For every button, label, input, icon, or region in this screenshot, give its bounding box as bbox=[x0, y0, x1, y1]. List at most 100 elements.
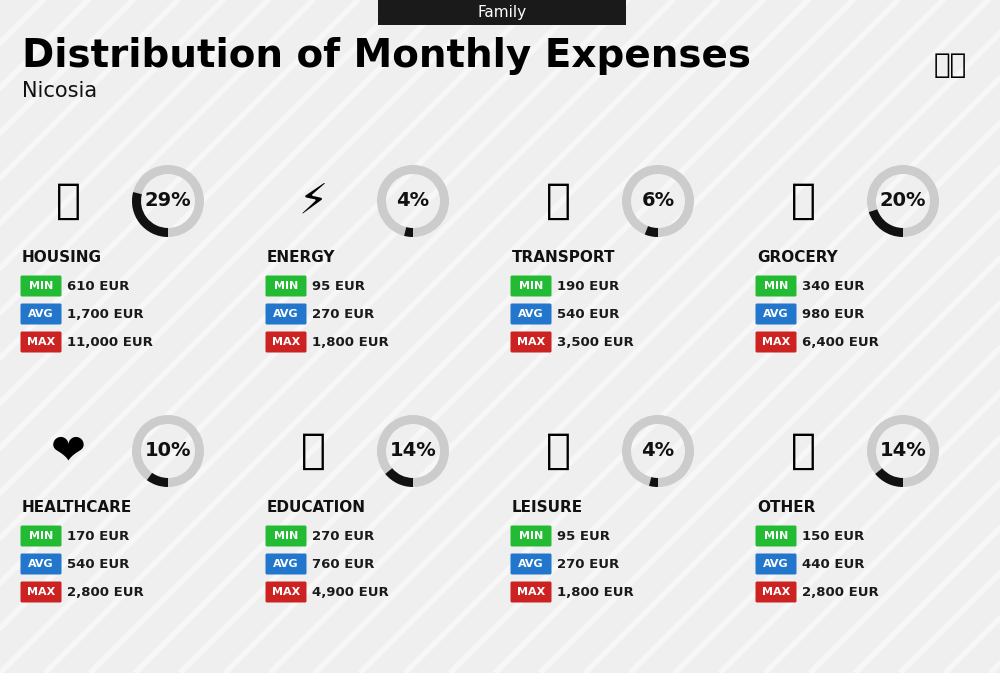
Wedge shape bbox=[377, 415, 449, 487]
Wedge shape bbox=[875, 468, 903, 487]
Text: 540 EUR: 540 EUR bbox=[557, 308, 619, 320]
FancyBboxPatch shape bbox=[756, 526, 796, 546]
Text: 4,900 EUR: 4,900 EUR bbox=[312, 586, 389, 598]
Text: ENERGY: ENERGY bbox=[267, 250, 336, 266]
Text: MIN: MIN bbox=[519, 281, 543, 291]
Text: 3,500 EUR: 3,500 EUR bbox=[557, 336, 634, 349]
FancyBboxPatch shape bbox=[511, 553, 552, 575]
Text: OTHER: OTHER bbox=[757, 501, 815, 516]
Text: MIN: MIN bbox=[274, 531, 298, 541]
Text: TRANSPORT: TRANSPORT bbox=[512, 250, 616, 266]
Text: AVG: AVG bbox=[518, 559, 544, 569]
FancyBboxPatch shape bbox=[266, 332, 306, 353]
FancyBboxPatch shape bbox=[511, 304, 552, 324]
Text: 11,000 EUR: 11,000 EUR bbox=[67, 336, 153, 349]
Text: AVG: AVG bbox=[763, 309, 789, 319]
FancyBboxPatch shape bbox=[756, 581, 796, 602]
FancyBboxPatch shape bbox=[756, 304, 796, 324]
Text: 4%: 4% bbox=[641, 441, 675, 460]
Text: LEISURE: LEISURE bbox=[512, 501, 583, 516]
Text: MAX: MAX bbox=[272, 337, 300, 347]
Wedge shape bbox=[147, 473, 168, 487]
Text: 6%: 6% bbox=[641, 192, 675, 211]
Text: 🛍: 🛍 bbox=[546, 430, 570, 472]
Wedge shape bbox=[132, 415, 204, 487]
Text: MIN: MIN bbox=[764, 281, 788, 291]
Text: 1,800 EUR: 1,800 EUR bbox=[312, 336, 389, 349]
Text: 2,800 EUR: 2,800 EUR bbox=[67, 586, 144, 598]
Text: 340 EUR: 340 EUR bbox=[802, 279, 864, 293]
Wedge shape bbox=[385, 468, 413, 487]
FancyBboxPatch shape bbox=[20, 304, 62, 324]
Text: MAX: MAX bbox=[762, 587, 790, 597]
Text: 980 EUR: 980 EUR bbox=[802, 308, 864, 320]
FancyBboxPatch shape bbox=[511, 332, 552, 353]
Text: MAX: MAX bbox=[517, 337, 545, 347]
Wedge shape bbox=[645, 226, 658, 237]
FancyBboxPatch shape bbox=[20, 275, 62, 297]
FancyBboxPatch shape bbox=[20, 332, 62, 353]
Wedge shape bbox=[622, 165, 694, 237]
FancyBboxPatch shape bbox=[756, 332, 796, 353]
Text: MAX: MAX bbox=[27, 337, 55, 347]
Wedge shape bbox=[869, 209, 903, 237]
Text: MAX: MAX bbox=[517, 587, 545, 597]
FancyBboxPatch shape bbox=[266, 581, 306, 602]
Text: 14%: 14% bbox=[880, 441, 926, 460]
Text: EDUCATION: EDUCATION bbox=[267, 501, 366, 516]
FancyBboxPatch shape bbox=[20, 553, 62, 575]
Text: 2,800 EUR: 2,800 EUR bbox=[802, 586, 879, 598]
Text: Nicosia: Nicosia bbox=[22, 81, 97, 101]
Text: 270 EUR: 270 EUR bbox=[312, 530, 374, 542]
Text: 🚌: 🚌 bbox=[546, 180, 570, 222]
Wedge shape bbox=[377, 165, 449, 237]
FancyBboxPatch shape bbox=[511, 275, 552, 297]
Text: 1,800 EUR: 1,800 EUR bbox=[557, 586, 634, 598]
Text: MAX: MAX bbox=[272, 587, 300, 597]
Text: 🎓: 🎓 bbox=[300, 430, 326, 472]
FancyBboxPatch shape bbox=[756, 553, 796, 575]
Text: 14%: 14% bbox=[390, 441, 436, 460]
Text: ❤: ❤ bbox=[51, 430, 85, 472]
Text: 4%: 4% bbox=[396, 192, 430, 211]
Text: 10%: 10% bbox=[145, 441, 191, 460]
Wedge shape bbox=[132, 192, 168, 237]
Text: AVG: AVG bbox=[28, 559, 54, 569]
Text: 1,700 EUR: 1,700 EUR bbox=[67, 308, 144, 320]
Text: MIN: MIN bbox=[764, 531, 788, 541]
FancyBboxPatch shape bbox=[266, 526, 306, 546]
Text: 270 EUR: 270 EUR bbox=[557, 557, 619, 571]
Text: 🇨🇾: 🇨🇾 bbox=[933, 51, 967, 79]
Text: 💰: 💰 bbox=[790, 430, 816, 472]
Text: MIN: MIN bbox=[29, 281, 53, 291]
FancyBboxPatch shape bbox=[266, 275, 306, 297]
Text: 🏢: 🏢 bbox=[56, 180, 80, 222]
Text: 270 EUR: 270 EUR bbox=[312, 308, 374, 320]
Text: GROCERY: GROCERY bbox=[757, 250, 838, 266]
Text: MIN: MIN bbox=[29, 531, 53, 541]
FancyBboxPatch shape bbox=[756, 275, 796, 297]
FancyBboxPatch shape bbox=[511, 581, 552, 602]
Text: AVG: AVG bbox=[273, 309, 299, 319]
Wedge shape bbox=[867, 415, 939, 487]
Text: 190 EUR: 190 EUR bbox=[557, 279, 619, 293]
Text: AVG: AVG bbox=[518, 309, 544, 319]
Text: 150 EUR: 150 EUR bbox=[802, 530, 864, 542]
FancyBboxPatch shape bbox=[266, 304, 306, 324]
Text: 20%: 20% bbox=[880, 192, 926, 211]
Text: AVG: AVG bbox=[273, 559, 299, 569]
Text: AVG: AVG bbox=[28, 309, 54, 319]
Text: ⚡: ⚡ bbox=[298, 180, 328, 222]
Wedge shape bbox=[132, 165, 204, 237]
FancyBboxPatch shape bbox=[511, 526, 552, 546]
Text: HEALTHCARE: HEALTHCARE bbox=[22, 501, 132, 516]
Text: Distribution of Monthly Expenses: Distribution of Monthly Expenses bbox=[22, 37, 751, 75]
Text: 760 EUR: 760 EUR bbox=[312, 557, 374, 571]
Text: 610 EUR: 610 EUR bbox=[67, 279, 129, 293]
FancyBboxPatch shape bbox=[20, 581, 62, 602]
FancyBboxPatch shape bbox=[266, 553, 306, 575]
Text: 170 EUR: 170 EUR bbox=[67, 530, 129, 542]
Text: MIN: MIN bbox=[274, 281, 298, 291]
Text: 6,400 EUR: 6,400 EUR bbox=[802, 336, 879, 349]
Text: HOUSING: HOUSING bbox=[22, 250, 102, 266]
